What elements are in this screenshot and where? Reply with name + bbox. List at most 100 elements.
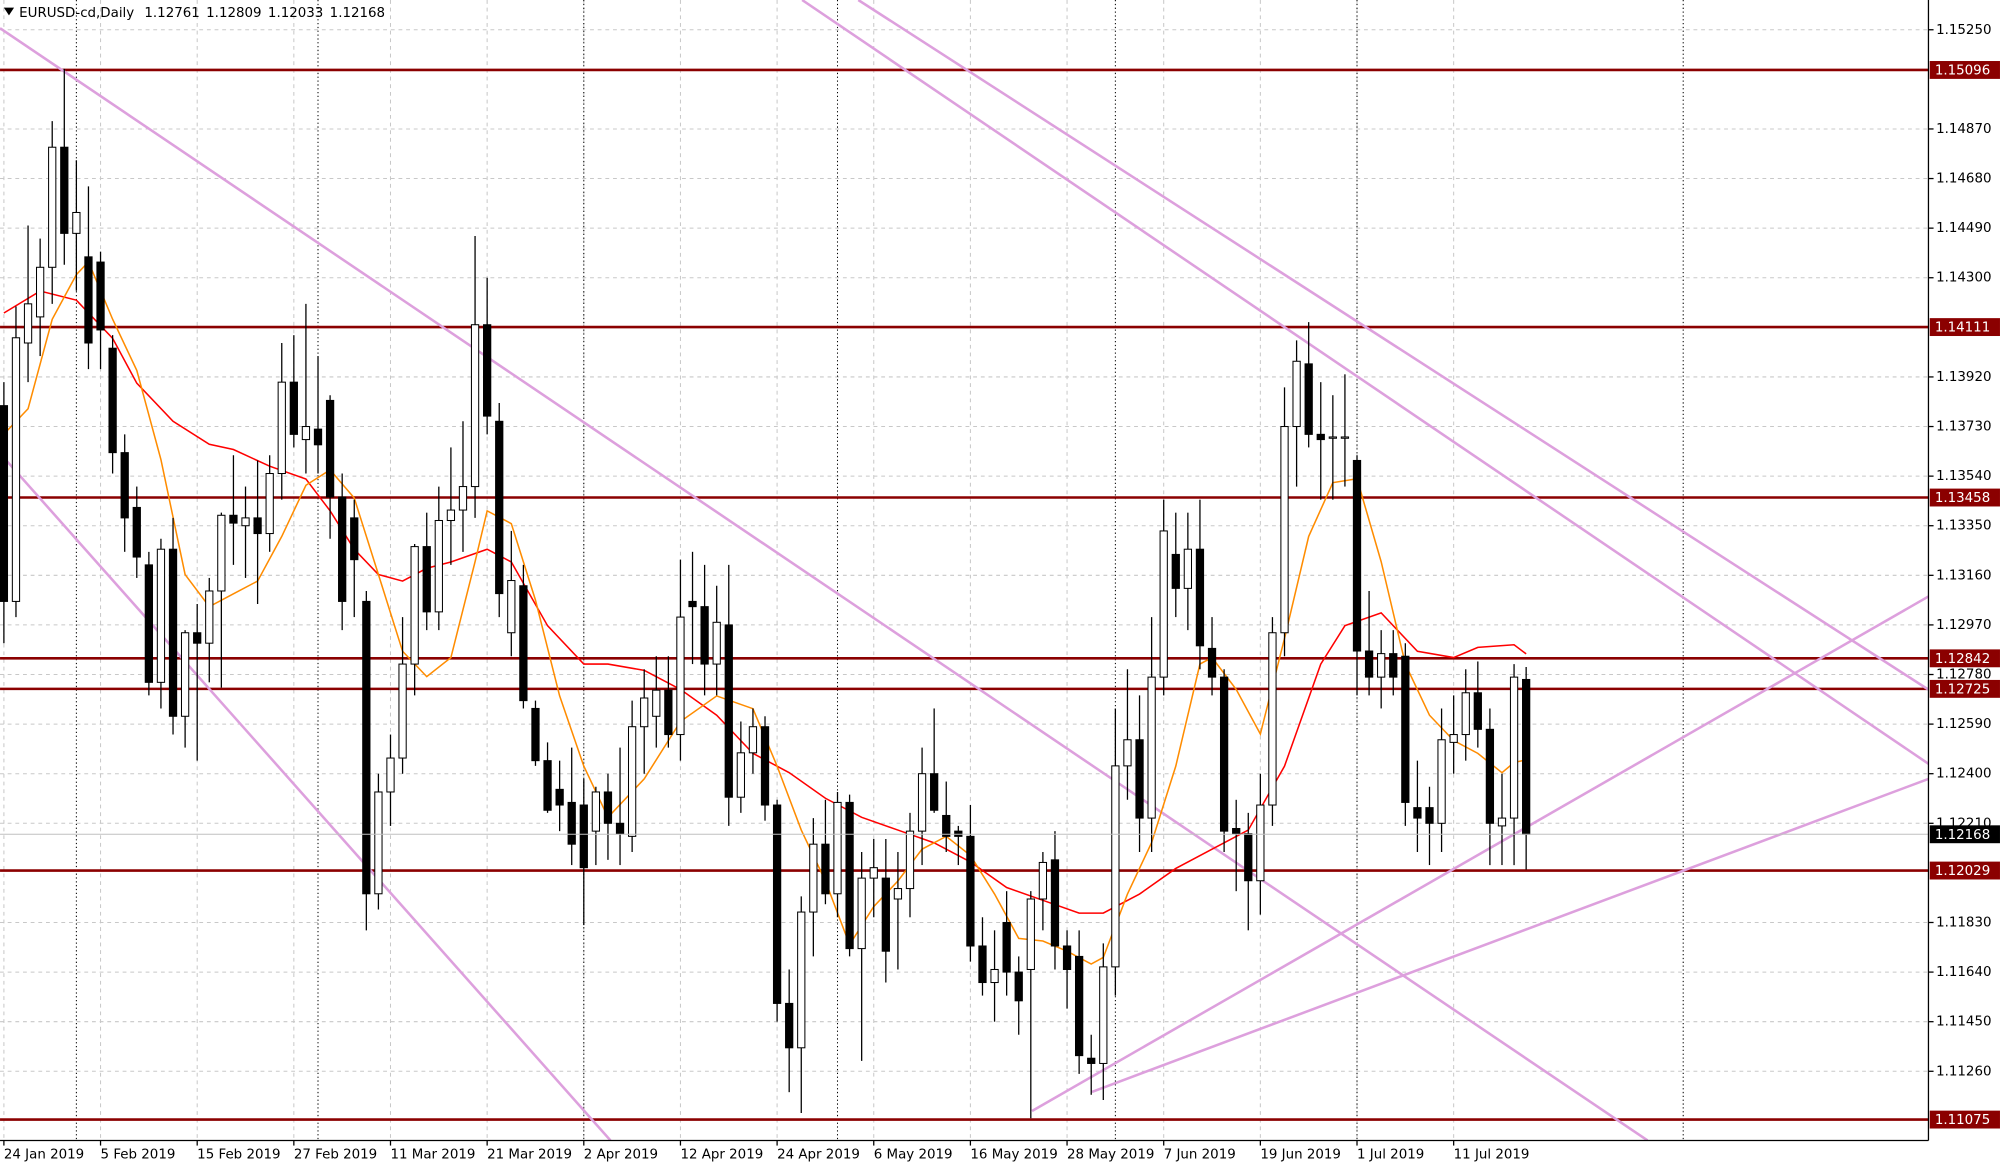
candle-body xyxy=(350,517,359,561)
candle-body xyxy=(652,689,661,717)
level-label-box xyxy=(1929,318,2000,337)
trendline xyxy=(0,27,1649,1141)
level-label: 1.15096 xyxy=(1935,64,1990,79)
header-close: 1.12168 xyxy=(330,6,385,21)
candle-body xyxy=(180,632,190,717)
candle-body xyxy=(1280,426,1289,634)
y-tick-label: 1.11260 xyxy=(1936,1064,1991,1079)
candle-body xyxy=(11,337,21,602)
x-tick-label: 15 Feb 2019 xyxy=(197,1148,280,1163)
last-price-box xyxy=(1929,825,2000,844)
x-tick-label: 24 Jan 2019 xyxy=(4,1148,84,1163)
candle-body xyxy=(1244,833,1253,882)
candle-body xyxy=(470,324,480,488)
x-tick-label: 12 Apr 2019 xyxy=(680,1148,763,1163)
candle-body xyxy=(809,843,818,913)
candle-body xyxy=(1425,807,1434,824)
y-tick-label: 1.14680 xyxy=(1936,172,1991,187)
candle-body xyxy=(712,621,721,665)
y-tick-label: 1.13350 xyxy=(1936,519,1991,534)
candle-body xyxy=(930,773,939,811)
candle-body xyxy=(579,804,588,869)
candle-body xyxy=(132,506,141,558)
candle-body xyxy=(736,752,745,798)
x-tick-label: 11 Jul 2019 xyxy=(1454,1148,1530,1163)
candle-body xyxy=(1437,739,1446,824)
candle-body xyxy=(881,877,890,952)
candle-body xyxy=(942,814,951,837)
level-label-box xyxy=(1929,61,2000,79)
candle-body xyxy=(289,381,298,435)
y-tick-label: 1.12590 xyxy=(1936,717,1991,732)
x-tick-label: 16 May 2019 xyxy=(970,1148,1057,1163)
last-price-label: 1.12168 xyxy=(1935,828,1990,843)
candle-body xyxy=(627,726,637,837)
x-tick-label: 24 Apr 2019 xyxy=(777,1148,860,1163)
candle-body xyxy=(1377,653,1386,678)
y-tick-label: 1.13160 xyxy=(1936,568,1991,583)
candle-body xyxy=(507,580,516,634)
y-tick-label: 1.11830 xyxy=(1936,915,1991,930)
candle-body xyxy=(543,760,552,811)
candle-body xyxy=(1050,859,1060,947)
candle-body xyxy=(857,877,866,950)
candle-body xyxy=(1316,433,1325,441)
candle-body xyxy=(398,663,407,759)
candle-body xyxy=(1062,945,1072,970)
plot-layer xyxy=(0,0,1929,1141)
candle-body xyxy=(483,324,492,417)
candle-body xyxy=(760,726,770,806)
candle-body xyxy=(156,548,166,683)
candle-body xyxy=(434,519,443,613)
candle-body xyxy=(821,843,830,895)
candle-body xyxy=(954,830,963,837)
x-tick-label: 5 Feb 2019 xyxy=(101,1148,176,1163)
candle-body xyxy=(1219,676,1229,832)
candle-body xyxy=(700,606,709,665)
y-tick-label: 1.13540 xyxy=(1936,469,1991,484)
candle-body xyxy=(108,347,117,454)
candle-body xyxy=(1413,807,1422,819)
candle-body xyxy=(84,256,93,344)
candle-body xyxy=(144,564,154,683)
y-tick-label: 1.12780 xyxy=(1936,668,1991,683)
x-tick-label: 1 Jul 2019 xyxy=(1357,1148,1424,1163)
candle-body xyxy=(966,835,975,947)
candle-body xyxy=(1099,966,1108,1064)
candle-body xyxy=(772,804,782,1004)
y-tick-label: 1.14870 xyxy=(1936,122,1991,137)
level-label-box xyxy=(1929,861,2000,880)
candle-body xyxy=(615,822,625,835)
level-label-box xyxy=(1929,488,2000,507)
candle-body xyxy=(640,697,649,728)
menu-icon[interactable] xyxy=(3,7,15,16)
candle-body xyxy=(555,788,564,806)
candle-body xyxy=(241,517,250,527)
candle-body xyxy=(591,791,601,832)
level-label-box xyxy=(1929,649,2000,668)
indicator-line xyxy=(3,260,1527,965)
level-label: 1.13458 xyxy=(1935,491,1990,506)
level-label-box xyxy=(1929,1110,2000,1129)
chart-title: EURUSD-cd,Daily xyxy=(19,6,134,21)
x-tick-label: 27 Feb 2019 xyxy=(294,1148,377,1163)
candle-body xyxy=(1352,459,1362,652)
candle-body xyxy=(1135,739,1144,819)
y-tick-label: 1.13920 xyxy=(1936,370,1991,385)
trendline xyxy=(857,0,1929,691)
candle-body xyxy=(48,146,57,268)
candle-body xyxy=(688,600,697,608)
candle-body xyxy=(664,689,673,736)
y-tick-label: 1.12400 xyxy=(1936,767,1991,782)
candle-body xyxy=(869,867,878,879)
candle-body xyxy=(410,546,419,665)
chart-header: EURUSD-cd,Daily 1.12761 1.12809 1.12033 1.12… xyxy=(19,6,385,21)
candle-body xyxy=(1485,728,1495,824)
candle-body xyxy=(301,426,311,441)
x-tick-label: 7 Jun 2019 xyxy=(1164,1148,1236,1163)
candle-body xyxy=(1522,678,1531,835)
level-label: 1.12029 xyxy=(1935,864,1990,879)
candle-body xyxy=(120,452,129,519)
